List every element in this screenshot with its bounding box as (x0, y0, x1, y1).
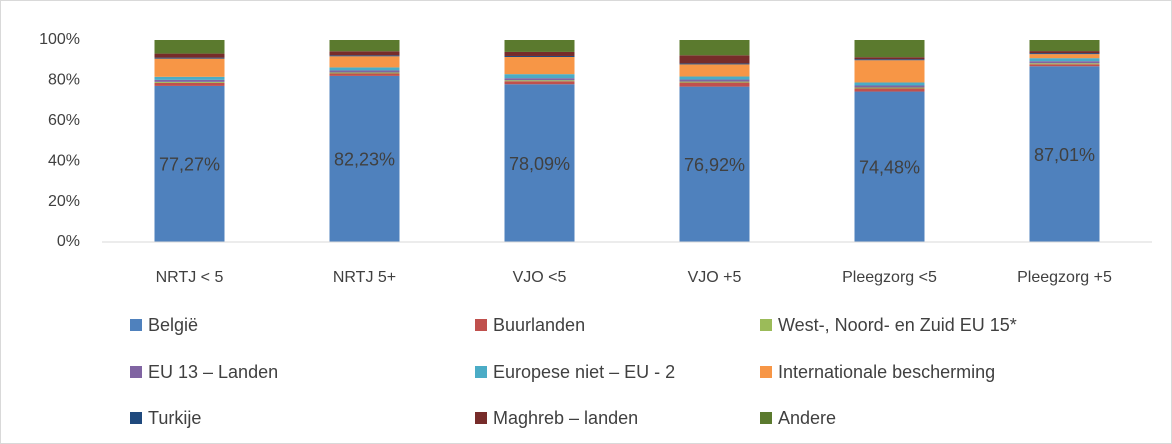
bar-segment (154, 79, 225, 82)
bar-segment (329, 55, 400, 57)
bar-segment (154, 76, 225, 80)
legend-swatch (130, 319, 142, 331)
bar-segment (679, 82, 750, 87)
bar-segment (679, 81, 750, 83)
legend-label: Europese niet – EU - 2 (493, 362, 675, 382)
legend-swatch (760, 319, 772, 331)
bar-segment (154, 85, 225, 242)
bar-segment (329, 51, 400, 56)
bar-segment (1029, 40, 1100, 52)
bar-segment (154, 40, 225, 54)
bar-segment (854, 85, 925, 88)
x-tick-label: VJO +5 (688, 269, 742, 286)
bar-segment (1029, 54, 1100, 59)
bar-segment (1029, 61, 1100, 64)
bar-segment (504, 84, 575, 242)
data-label: 77,27% (159, 155, 220, 175)
y-tick-label: 80% (48, 72, 80, 89)
legend-label: EU 13 – Landen (148, 362, 278, 382)
bar-segment (1029, 63, 1100, 65)
y-tick-label: 0% (57, 233, 80, 250)
bar-segment (679, 64, 750, 77)
bar-segment (329, 72, 400, 74)
legend-label: Andere (778, 408, 836, 428)
bar-segment (504, 55, 575, 57)
legend-swatch (760, 412, 772, 424)
y-tick-label: 20% (48, 193, 80, 210)
bar-segment (154, 81, 225, 83)
bar-segment (854, 57, 925, 60)
legend-swatch (475, 412, 487, 424)
bar-segment (679, 86, 750, 242)
bar-segment (1029, 64, 1100, 67)
bar-segment (679, 79, 750, 82)
legend-label: België (148, 315, 198, 335)
bar-segment (1029, 58, 1100, 62)
legend-swatch (475, 366, 487, 378)
data-label: 82,23% (334, 150, 395, 170)
bar-segment (329, 56, 400, 68)
y-tick-label: 60% (48, 112, 80, 129)
bar-segment (679, 40, 750, 56)
bar-segment (329, 73, 400, 76)
legend-label: Buurlanden (493, 315, 585, 335)
bar-segment (504, 81, 575, 85)
y-tick-label: 40% (48, 152, 80, 169)
data-label: 74,48% (859, 158, 920, 178)
bar-segment (329, 67, 400, 71)
data-label: 78,09% (509, 154, 570, 174)
bar-segment (154, 57, 225, 59)
bar-segment (1029, 53, 1100, 55)
bar-segment (329, 40, 400, 52)
bar-segment (679, 76, 750, 80)
x-tick-label: VJO <5 (513, 269, 567, 286)
bar-segment (854, 40, 925, 58)
x-tick-label: NRTJ 5+ (333, 269, 396, 286)
legend-swatch (130, 412, 142, 424)
bar-segment (504, 40, 575, 52)
x-tick-label: Pleegzorg +5 (1017, 269, 1112, 286)
legend-label: Internationale bescherming (778, 362, 995, 382)
bar-segment (504, 56, 575, 75)
bar-segment (1029, 51, 1100, 54)
legend-label: Maghreb – landen (493, 408, 638, 428)
bar-segment (329, 75, 400, 242)
x-tick-label: Pleegzorg <5 (842, 269, 937, 286)
bar-segment (154, 53, 225, 58)
data-label: 87,01% (1034, 145, 1095, 165)
y-tick-label: 100% (39, 31, 80, 48)
legend-swatch (760, 366, 772, 378)
bar-segment (154, 58, 225, 77)
legend-swatch (475, 319, 487, 331)
legend-label: Turkije (148, 408, 201, 428)
bar-segment (854, 59, 925, 61)
bar-segment (504, 51, 575, 56)
bar-segment (854, 88, 925, 92)
bar-segment (329, 70, 400, 73)
bar-segment (679, 63, 750, 65)
data-label: 76,92% (684, 155, 745, 175)
bar-segment (854, 60, 925, 83)
bar-segment (154, 82, 225, 86)
bar-segment (504, 80, 575, 82)
x-tick-label: NRTJ < 5 (156, 269, 224, 286)
bar-segment (679, 55, 750, 64)
bar-segment (504, 78, 575, 81)
bar-segment (504, 74, 575, 79)
bar-segment (854, 91, 925, 242)
legend-label: West-, Noord- en Zuid EU 15* (778, 315, 1017, 335)
bar-segment (854, 82, 925, 86)
bar-segment (1029, 66, 1100, 242)
bar-segment (854, 87, 925, 89)
legend-swatch (130, 366, 142, 378)
